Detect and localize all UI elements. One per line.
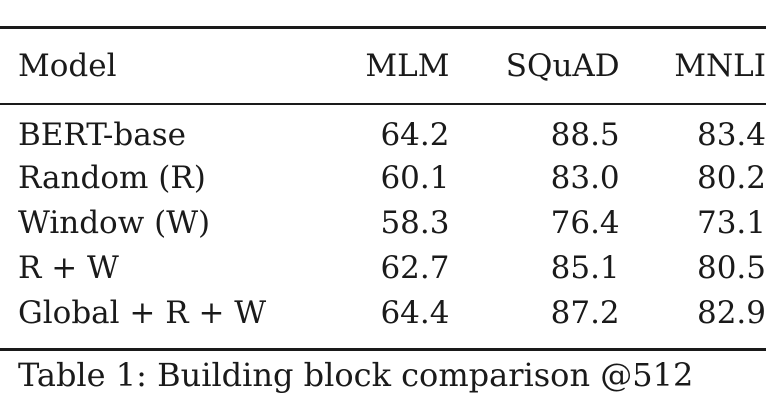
results-table: Model MLM SQuAD MNLI BERT-base 64.2 88.5…	[0, 26, 766, 351]
row-mnli-value: 80.5	[696, 249, 766, 286]
row-mlm-value: 64.4	[380, 295, 450, 331]
header-row: Model MLM SQuAD MNLI	[0, 27, 766, 104]
row-model-name: BERT-base	[18, 117, 186, 153]
row-mnli-value: 82.9	[696, 295, 766, 331]
row-model-name: R + W	[18, 249, 119, 286]
row-mlm-value: 60.1	[380, 159, 450, 196]
table-row: Window (W) 58.3 76.4 73.1	[0, 200, 766, 245]
table-row: BERT-base 64.2 88.5 83.4	[0, 104, 766, 155]
row-squad-value: 87.2	[550, 295, 620, 331]
header-mlm: MLM	[365, 48, 450, 84]
table-row: Random (R) 60.1 83.0 80.2	[0, 155, 766, 200]
row-model-name: Window (W)	[18, 204, 211, 241]
table-row: Global + R + W 64.4 87.2 82.9	[0, 290, 766, 350]
table-row: R + W 62.7 85.1 80.5	[0, 245, 766, 290]
row-model-name: Global + R + W	[18, 295, 267, 331]
row-mnli-value: 80.2	[696, 159, 766, 196]
header-squad: SQuAD	[505, 48, 620, 84]
row-mnli-value: 83.4	[696, 117, 766, 153]
row-model-name: Random (R)	[18, 159, 206, 196]
row-mlm-value: 58.3	[380, 204, 450, 241]
header-mnli: MNLI	[674, 48, 766, 84]
row-squad-value: 85.1	[550, 249, 620, 286]
row-squad-value: 88.5	[550, 117, 620, 153]
row-mlm-value: 62.7	[380, 249, 450, 286]
row-squad-value: 76.4	[550, 204, 620, 241]
table-caption: Table 1: Building block comparison @512	[18, 356, 694, 394]
row-mlm-value: 64.2	[380, 117, 450, 153]
table-header: Model MLM SQuAD MNLI	[0, 27, 766, 104]
table-body: BERT-base 64.2 88.5 83.4 Random (R) 60.1…	[0, 104, 766, 350]
header-model: Model	[18, 48, 117, 84]
row-mnli-value: 73.1	[696, 204, 766, 241]
row-squad-value: 83.0	[550, 159, 620, 196]
